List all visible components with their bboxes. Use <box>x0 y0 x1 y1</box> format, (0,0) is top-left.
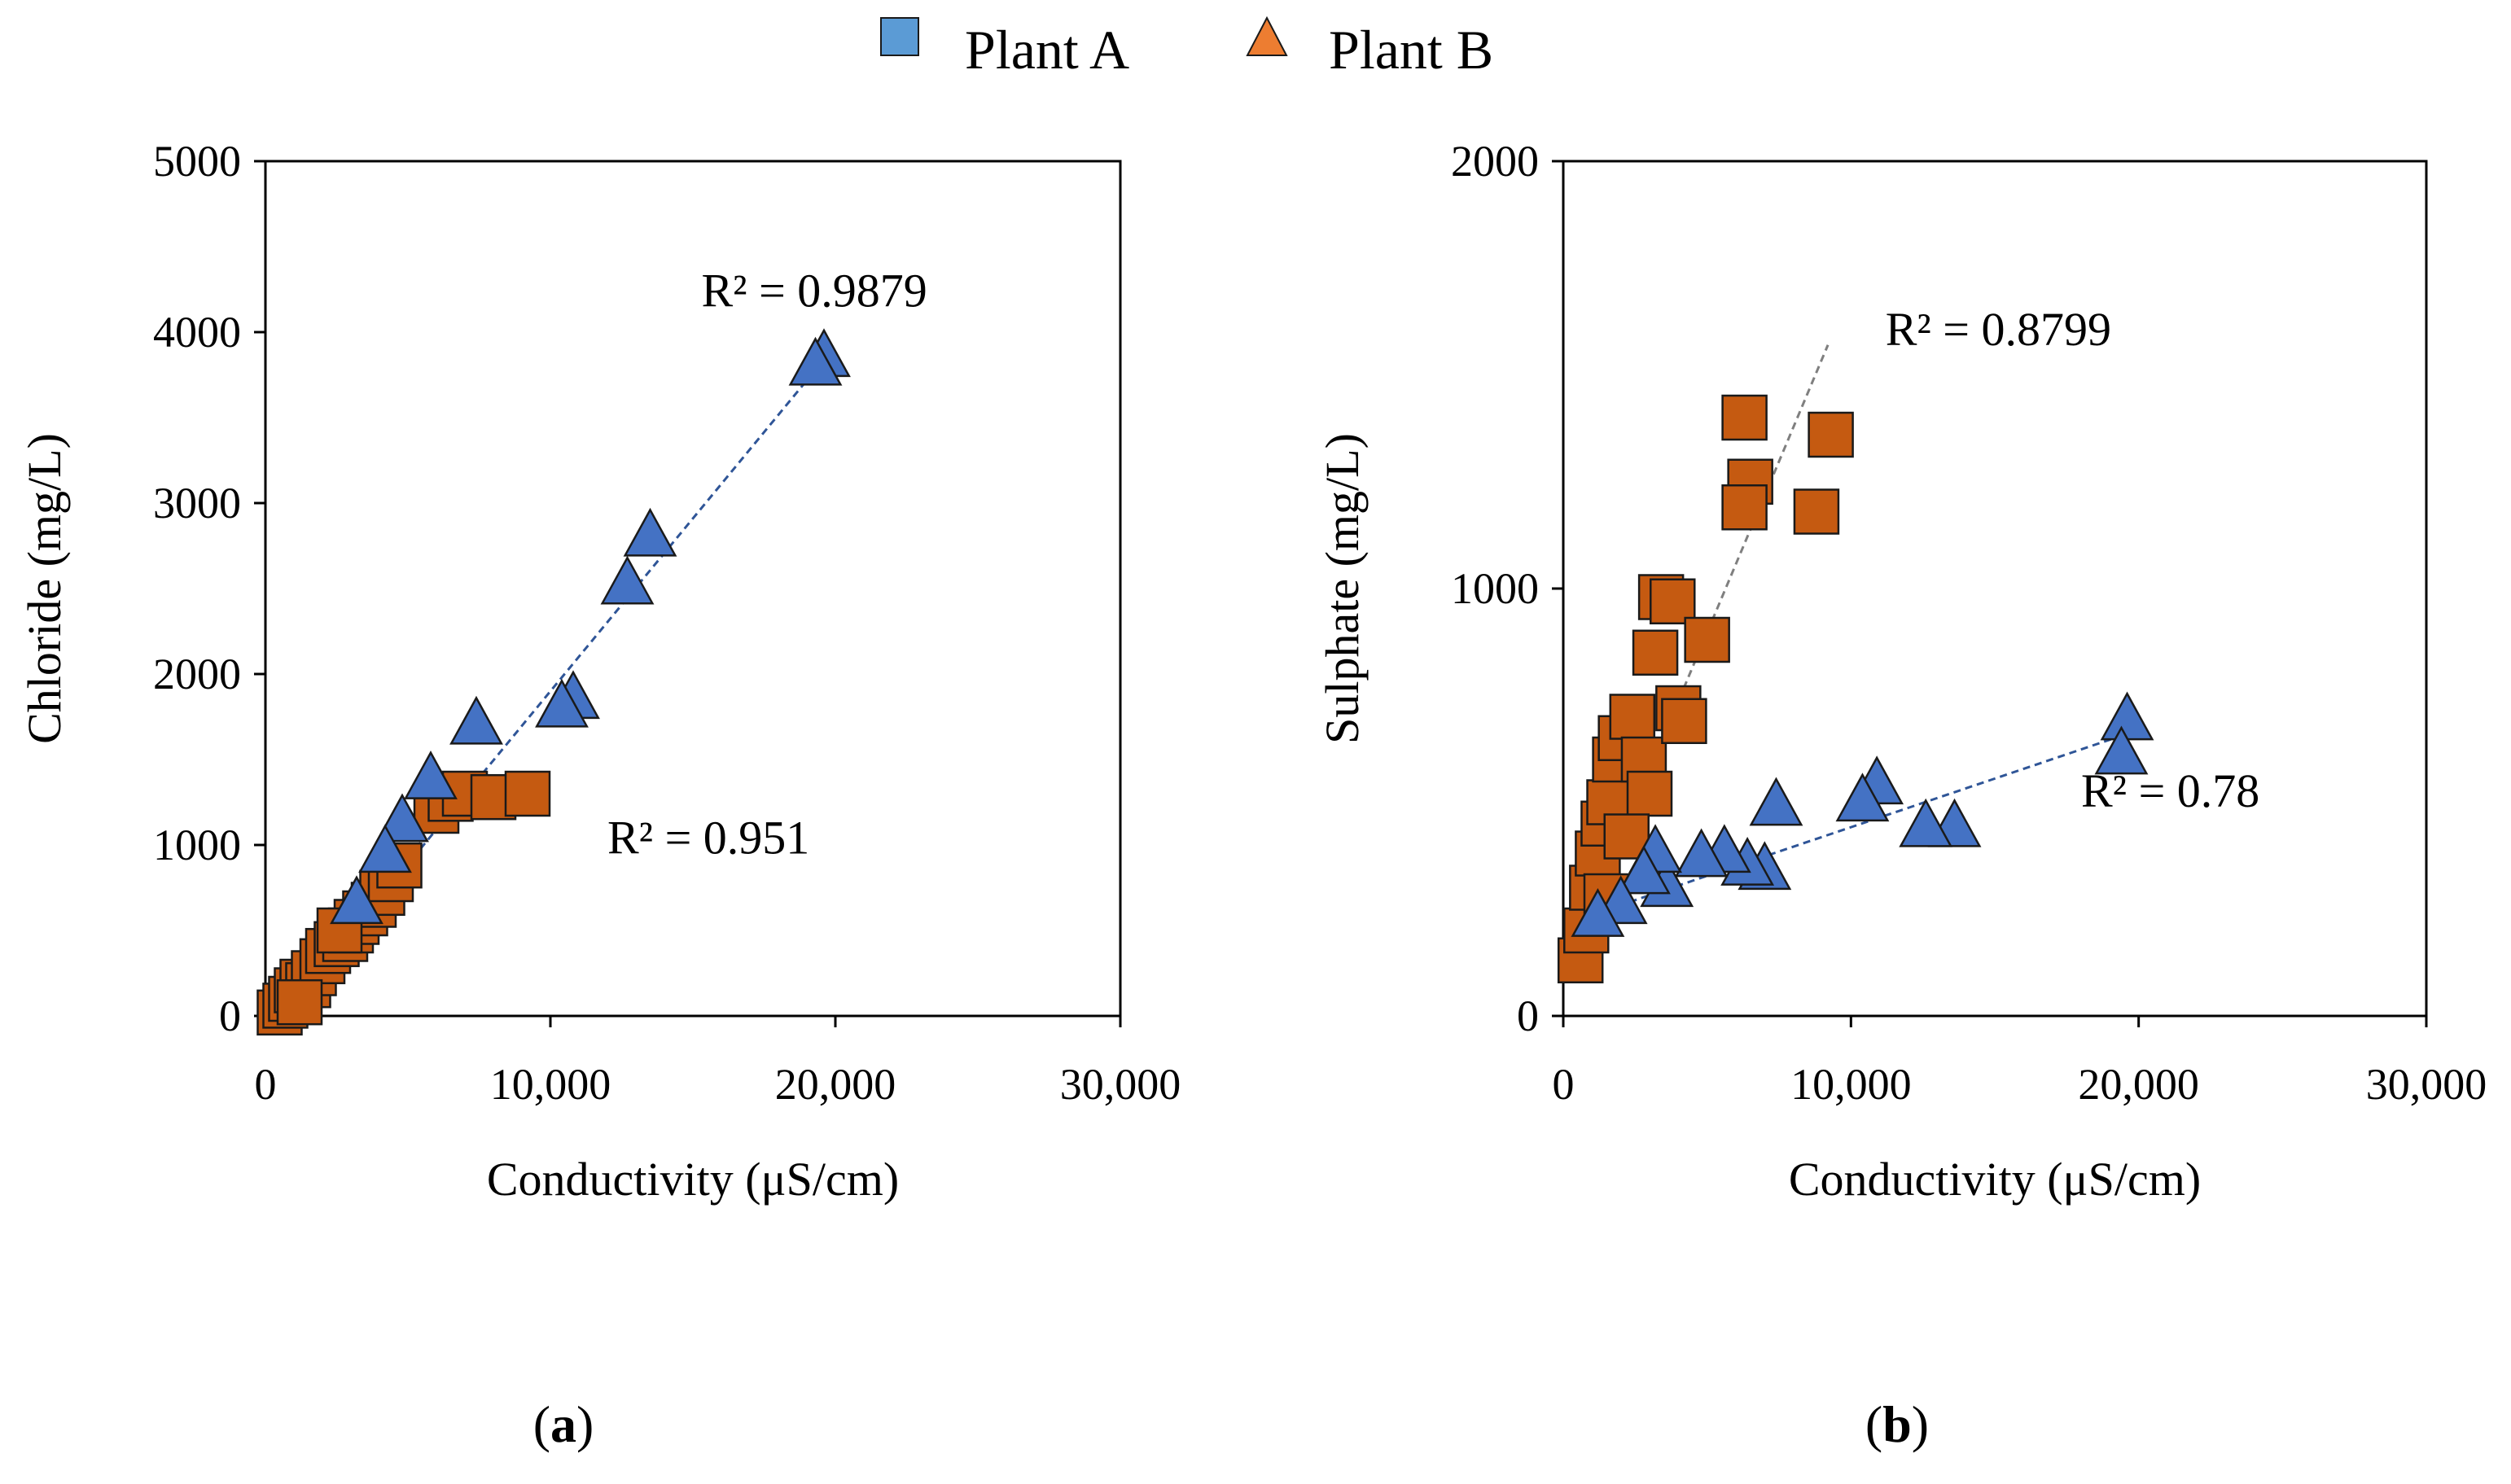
data-point-plant-a <box>1721 394 1768 441</box>
data-point-plant-a <box>1684 616 1730 663</box>
data-point-plant-b <box>358 824 412 873</box>
y-tick-label: 2000 <box>1451 137 1539 186</box>
r2-labels-b: R² = 0.8799 R² = 0.78 <box>1886 303 2260 817</box>
trendline-plant-b <box>1583 733 2128 919</box>
plot-area-b: R² = 0.8799 R² = 0.78 <box>1552 160 2428 1027</box>
data-point-plant-b <box>2100 691 2154 741</box>
data-point-plant-a <box>1721 484 1768 531</box>
x-tick-label: 20,000 <box>775 1060 896 1109</box>
data-point-plant-a <box>1793 488 1840 535</box>
data-point-plant-a <box>276 978 323 1026</box>
tick-labels-a: 0 10,000 20,000 30,000 0 1000 2000 3000 4000 5000 <box>153 137 1181 1109</box>
legend-label-plant-a: Plant A <box>965 19 1129 81</box>
x-tick-label: 10,000 <box>490 1060 611 1109</box>
y-tick-label: 1000 <box>1451 564 1539 613</box>
panel-label-b: (b) <box>1865 1395 1929 1453</box>
data-points-a <box>256 328 851 1036</box>
y-tick-label: 1000 <box>153 821 241 869</box>
data-point-plant-b <box>330 875 383 925</box>
y-tick-label: 0 <box>1517 992 1539 1040</box>
data-point-plant-b <box>1749 777 1803 826</box>
data-points-b <box>1557 394 2154 983</box>
data-point-plant-b <box>449 695 503 745</box>
y-tick-label: 5000 <box>153 137 241 186</box>
data-point-plant-a <box>1626 770 1673 817</box>
r2-label-plant-a: R² = 0.8799 <box>1886 303 2111 356</box>
x-tick-label: 0 <box>1553 1060 1575 1109</box>
x-tick-label: 30,000 <box>1060 1060 1181 1109</box>
y-tick-label: 2000 <box>153 650 241 698</box>
data-point-plant-a <box>1650 578 1696 624</box>
r2-label-plant-b: R² = 0.78 <box>2081 764 2259 817</box>
data-point-plant-a <box>504 770 551 817</box>
plot-frame-a <box>264 160 1122 1018</box>
data-point-plant-a <box>1808 411 1854 458</box>
data-point-plant-a <box>1609 694 1656 740</box>
trendline-plant-b <box>287 352 831 1010</box>
data-point-plant-b <box>404 751 458 799</box>
data-point-plant-b <box>623 507 677 557</box>
data-point-plant-b <box>600 555 655 605</box>
x-axis-title-b: Conductivity (μS/cm) <box>1789 1153 2201 1206</box>
data-point-plant-b <box>535 678 589 728</box>
data-point-plant-b <box>1899 798 1953 847</box>
x-tick-label: 20,000 <box>2078 1060 2199 1109</box>
r2-label-plant-a: R² = 0.951 <box>607 812 809 865</box>
data-point-plant-a <box>1632 629 1679 676</box>
r2-labels-a: R² = 0.951 R² = 0.9879 <box>607 265 927 865</box>
plot-area-a: R² = 0.951 R² = 0.9879 <box>254 160 1122 1036</box>
y-tick-label: 4000 <box>153 308 241 357</box>
legend: Plant A Plant B <box>880 15 1493 81</box>
data-point-plant-b <box>375 793 429 843</box>
y-axis-title-a: Chloride (mg/L) <box>18 433 71 744</box>
legend-marker-plant-a <box>880 17 919 56</box>
panel-label-a: (a) <box>533 1395 594 1453</box>
panel-letter-b: b <box>1882 1395 1912 1453</box>
y-tick-label: 3000 <box>153 479 241 527</box>
y-axis-title-b: Sulphate (mg/L) <box>1316 433 1369 744</box>
panel-letter-a: a <box>550 1395 576 1453</box>
chart-panel-a: R² = 0.951 R² = 0.9879 0 10,000 20,000 30,0… <box>18 137 1181 1453</box>
data-point-plant-b <box>1617 845 1671 895</box>
data-point-plant-b <box>1674 828 1729 878</box>
data-point-plant-b <box>2094 725 2149 775</box>
x-tick-label: 0 <box>255 1060 277 1109</box>
axis-ticks-b <box>1552 160 2428 1027</box>
x-tick-label: 30,000 <box>2366 1060 2487 1109</box>
data-point-plant-b <box>1571 888 1625 937</box>
chart-panel-b: R² = 0.8799 R² = 0.78 0 10,000 20,000 30,00… <box>1316 137 2487 1453</box>
legend-marker-plant-b <box>1246 15 1288 56</box>
data-point-plant-b <box>1835 773 1890 822</box>
legend-label-plant-b: Plant B <box>1329 19 1493 81</box>
tick-labels-b: 0 10,000 20,000 30,000 0 1000 2000 <box>1451 137 2487 1109</box>
data-point-plant-a <box>1661 698 1707 744</box>
x-tick-label: 10,000 <box>1790 1060 1912 1109</box>
data-point-plant-b <box>788 336 843 386</box>
y-tick-label: 0 <box>219 992 241 1040</box>
x-axis-title-a: Conductivity (μS/cm) <box>487 1153 899 1206</box>
r2-label-plant-b: R² = 0.9879 <box>702 265 927 317</box>
